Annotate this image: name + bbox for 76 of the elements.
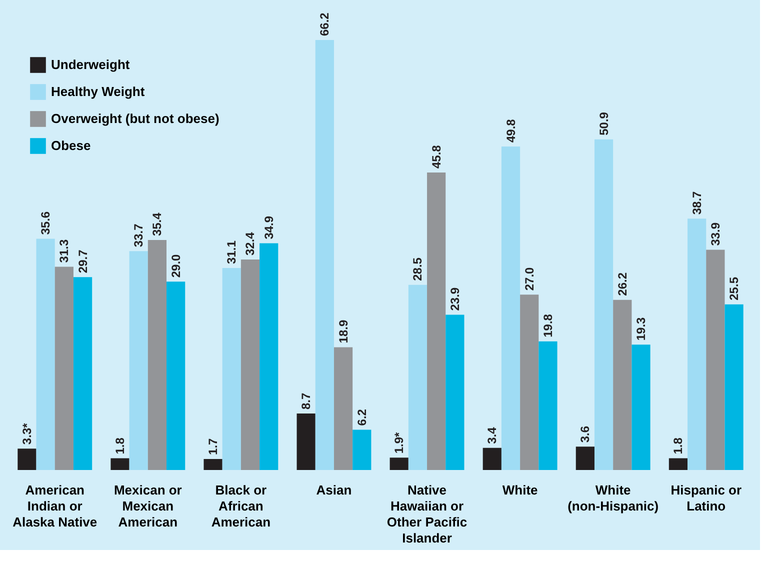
data-label: 25.5 <box>727 276 742 300</box>
bar <box>315 40 334 470</box>
data-label: 1.8 <box>671 437 686 454</box>
data-label: 19.8 <box>540 314 555 338</box>
bar <box>668 458 688 470</box>
bar <box>632 344 650 470</box>
data-label: 3.3* <box>20 422 34 445</box>
legend-label: Overweight (but not obese) <box>51 111 220 126</box>
data-label: 34.9 <box>262 216 276 240</box>
x-tick-label: Mexican or Mexican American <box>114 482 182 530</box>
data-label: 3.6 <box>578 426 592 443</box>
data-label: 23.9 <box>448 287 462 311</box>
legend-label: Underweight <box>51 57 130 72</box>
data-label: 32.4 <box>243 232 258 256</box>
data-label: 45.8 <box>429 144 444 169</box>
bar <box>222 268 241 470</box>
x-tick-label: Asian <box>316 482 352 498</box>
data-label: 1.8 <box>112 437 127 454</box>
data-label: 26.2 <box>615 272 630 296</box>
bar <box>352 430 372 470</box>
bar <box>18 448 36 470</box>
bar <box>446 314 464 470</box>
bar <box>240 260 260 470</box>
data-label: 28.5 <box>410 257 425 281</box>
bar <box>724 304 744 470</box>
x-tick-label: White <box>502 482 538 498</box>
data-label: 38.7 <box>690 190 704 215</box>
bar <box>148 240 167 470</box>
bar <box>129 251 148 470</box>
x-tick-label: Black or African American <box>211 482 271 530</box>
bar <box>427 172 446 470</box>
data-label: 35.6 <box>38 211 53 235</box>
legend-label: Obese <box>51 138 91 153</box>
data-label: 35.4 <box>150 212 164 236</box>
bar <box>538 341 558 470</box>
bar <box>501 146 520 470</box>
x-tick-label: White (non-Hispanic) <box>568 482 659 514</box>
data-label: 66.2 <box>318 12 332 36</box>
bar <box>334 347 353 470</box>
bar <box>594 139 614 470</box>
data-label: 3.4 <box>485 426 500 444</box>
bar <box>688 218 706 470</box>
bar <box>613 300 632 470</box>
legend-label: Healthy Weight <box>51 84 146 99</box>
x-tick-label: American Indian or Alaska Native <box>12 482 98 530</box>
data-label: 19.3 <box>634 316 648 341</box>
data-label: 31.1 <box>224 240 239 264</box>
data-label: 29.7 <box>76 249 90 274</box>
bar <box>520 294 539 470</box>
bar <box>408 284 428 470</box>
data-label: 18.9 <box>336 320 350 344</box>
bar <box>296 413 316 470</box>
x-tick-label: Hispanic or Latino <box>670 482 742 514</box>
bar <box>204 458 222 470</box>
bar <box>482 448 502 470</box>
data-label: 50.9 <box>596 112 611 136</box>
bar <box>36 238 55 470</box>
bar <box>390 458 408 470</box>
bar <box>576 446 594 470</box>
bar <box>706 250 725 470</box>
data-label: 1.9* <box>392 432 406 454</box>
data-label: 29.0 <box>168 254 183 278</box>
bar <box>260 243 278 470</box>
data-label: 6.2 <box>354 408 369 426</box>
bar <box>73 277 92 470</box>
bar <box>54 266 74 470</box>
data-label: 1.7 <box>206 438 220 455</box>
data-label: 33.7 <box>132 223 146 248</box>
data-label: 49.8 <box>504 118 518 143</box>
data-label: 31.3 <box>57 239 72 263</box>
x-tick-label: Native Hawaiian or Other Pacific Islander <box>386 482 468 546</box>
bar <box>110 458 130 470</box>
data-label: 27.0 <box>522 266 536 291</box>
bar <box>166 282 186 470</box>
data-label: 33.9 <box>708 222 722 246</box>
data-label: 8.7 <box>299 392 314 410</box>
